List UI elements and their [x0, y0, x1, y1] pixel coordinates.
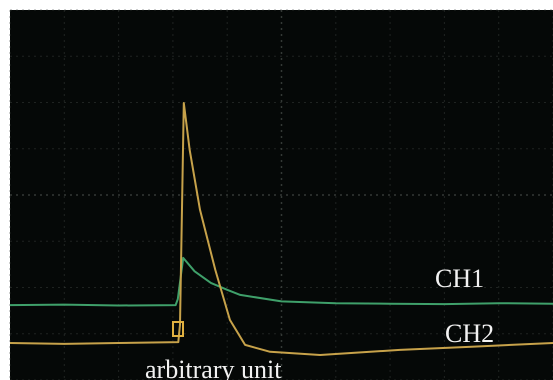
trigger-marker [172, 321, 184, 337]
channel-label: CH1 [435, 264, 484, 293]
trace [9, 102, 553, 356]
annotation: arbitrary unit [145, 355, 282, 380]
trace [9, 256, 553, 307]
channel-label: CH2 [445, 319, 494, 348]
